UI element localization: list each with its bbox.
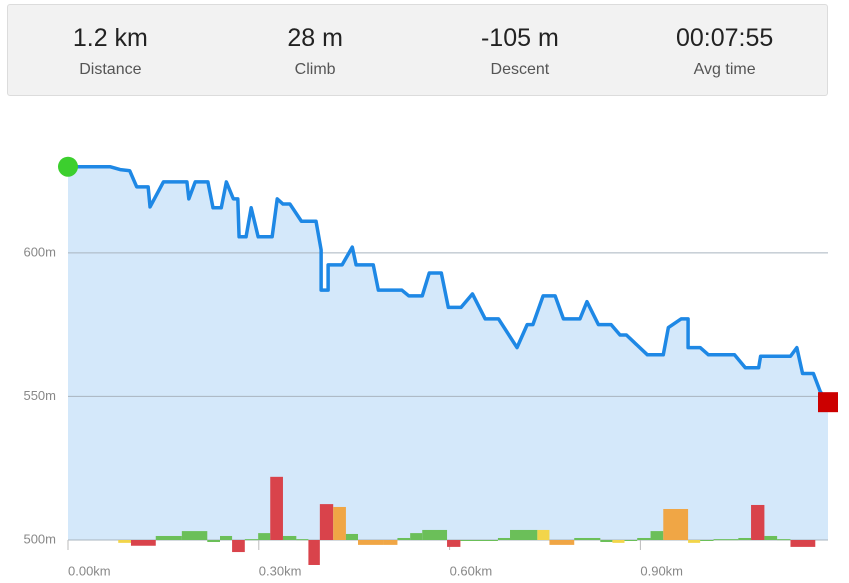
grade-bar	[220, 535, 233, 540]
stat: 1.2 km Distance	[8, 5, 213, 95]
stat-label: Avg time	[693, 61, 756, 78]
grade-bar	[410, 533, 423, 540]
grade-bar	[333, 506, 346, 540]
grade-bar	[713, 539, 739, 541]
elevation-area	[68, 166, 828, 540]
x-tick-label: 0.90km	[640, 563, 683, 578]
grade-bar	[383, 540, 398, 545]
grade-bar	[549, 540, 575, 545]
grade-bar	[345, 533, 359, 540]
grade-bar	[700, 540, 714, 541]
grade-bar	[612, 540, 625, 543]
grade-bar	[790, 540, 816, 547]
grade-bar	[600, 540, 613, 543]
grade-bar	[447, 540, 461, 547]
grade-bar	[155, 535, 182, 540]
grade-bar	[537, 529, 550, 540]
grade-bar	[650, 531, 664, 540]
grade-bar	[764, 535, 778, 540]
grade-bar	[510, 529, 538, 540]
grade-bar	[624, 540, 638, 541]
grade-bar	[751, 504, 765, 540]
stat-label: Distance	[79, 61, 142, 78]
y-tick-label: 500m	[23, 531, 56, 546]
grade-bar	[244, 539, 259, 541]
grade-bar	[232, 540, 245, 553]
stat: 00:07:55 Avg time	[622, 5, 827, 95]
x-tick-label: 0.30km	[259, 563, 302, 578]
grade-bar	[207, 540, 220, 543]
grade-bar	[130, 540, 156, 546]
x-tick-label: 0.00km	[68, 563, 111, 578]
y-tick-label: 550m	[23, 388, 56, 403]
grade-bar	[181, 531, 208, 540]
grade-bar	[308, 540, 320, 565]
grade-bar	[777, 539, 791, 541]
grade-bar	[282, 535, 297, 540]
start-marker	[58, 156, 78, 177]
grade-bar	[118, 540, 131, 543]
grade-bar	[358, 540, 384, 545]
x-tick-label: 0.60km	[450, 563, 493, 578]
grade-bar	[270, 476, 283, 540]
grade-bar	[688, 540, 701, 543]
grade-bar	[738, 537, 752, 540]
grade-bar	[258, 533, 271, 540]
stat-value: 00:07:55	[675, 24, 774, 52]
grade-bar	[497, 537, 511, 540]
grade-bar	[460, 540, 498, 541]
stat-value: 1.2 km	[72, 24, 148, 52]
stat-label: Climb	[294, 61, 336, 78]
grade-bar	[296, 539, 309, 541]
y-tick-label: 600m	[23, 244, 56, 259]
stat-label: Descent	[490, 61, 550, 78]
stat-value: 28 m	[287, 24, 343, 52]
grade-bar	[574, 537, 601, 540]
stat: -105 m Descent	[418, 5, 623, 95]
grade-bar	[319, 504, 334, 540]
stat: 28 m Climb	[213, 5, 418, 95]
elevation-line	[68, 164, 830, 404]
grade-bar	[637, 537, 651, 540]
stats-panel: 1.2 km Distance 28 m Climb -105 m Descent 00:0…	[7, 4, 828, 96]
stat-value: -105 m	[480, 24, 559, 52]
grade-bar	[397, 537, 411, 540]
grade-bar	[663, 508, 689, 540]
grade-bar	[422, 529, 448, 540]
end-marker	[818, 392, 838, 413]
